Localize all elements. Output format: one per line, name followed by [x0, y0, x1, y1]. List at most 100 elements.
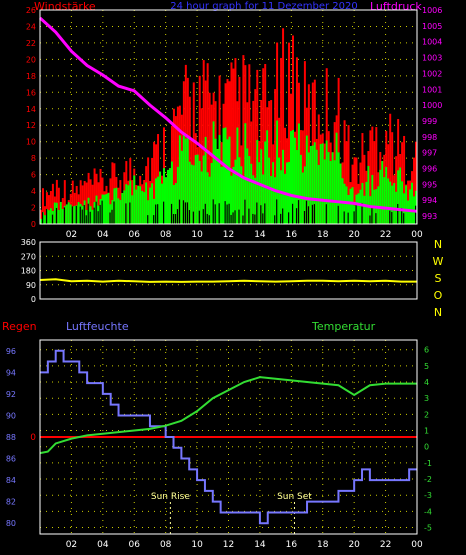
wind-max-bar — [337, 77, 340, 224]
wind-min-bar — [297, 200, 300, 224]
wind-max-bar — [57, 187, 60, 224]
humidity-tick-label: 94 — [6, 368, 16, 377]
wind-min-bar — [178, 199, 181, 224]
wind-max-bar — [45, 192, 48, 224]
wind-min-bar — [375, 213, 377, 224]
wind-avg-bar — [309, 146, 312, 224]
wind-min-bar — [147, 215, 149, 224]
wind-avg-bar — [133, 175, 136, 224]
temp-x-tick-label: 00 — [411, 540, 423, 550]
wind-avg-bar — [194, 155, 197, 224]
wind-max-bar — [274, 89, 277, 224]
wind-min-bar — [153, 215, 155, 224]
wind-avg-bar — [123, 190, 126, 224]
wind-min-bar — [228, 203, 230, 224]
direction-tick-label: 180 — [21, 267, 36, 276]
wind-avg-bar — [49, 208, 52, 224]
wind-avg-bar — [180, 150, 183, 224]
wind-avg-bar — [274, 177, 277, 224]
temp-frame — [39, 339, 418, 535]
wind-max-bar — [40, 209, 42, 224]
direction-frame — [39, 241, 418, 300]
temp-x-tick-label: 06 — [129, 540, 141, 550]
direction-tick-label: 360 — [21, 238, 36, 247]
wind-avg-bar — [367, 165, 370, 224]
temp-x-tick-label: 18 — [317, 540, 329, 550]
wind-avg-bar — [295, 150, 298, 224]
wind-max-bar — [71, 180, 74, 224]
wind-avg-bar — [246, 148, 249, 224]
wind-avg-bar — [65, 204, 68, 224]
wind-avg-bar — [214, 138, 217, 224]
wind-tick-label: 14 — [26, 105, 36, 114]
wind-avg-bar — [389, 181, 392, 224]
wind-min-bar — [262, 213, 264, 224]
wind-min-bar — [83, 205, 85, 224]
wind-avg-bar — [397, 170, 400, 224]
wind-min-bar — [226, 204, 228, 224]
wind-min-bar — [186, 202, 189, 224]
wind-min-bar — [276, 199, 278, 224]
wind-min-bar — [343, 211, 345, 224]
temp-x-tick-label: 02 — [66, 540, 77, 550]
direction-line — [39, 278, 417, 283]
pressure-tick-label: 1000 — [422, 101, 442, 110]
temperature-tick-label: -4 — [424, 507, 432, 516]
wind-min-bar — [125, 203, 127, 224]
wind-avg-bar — [200, 171, 203, 224]
wind-tick-label: 24 — [26, 22, 36, 31]
compass-label: W — [433, 255, 444, 268]
wind-avg-bar — [59, 201, 62, 224]
wind-min-bar — [192, 211, 194, 224]
pressure-tick-label: 1005 — [422, 22, 442, 31]
wind-max-bar — [63, 180, 66, 224]
pressure-tick-label: 996 — [422, 165, 437, 174]
wind-min-bar — [264, 203, 266, 224]
wind-min-bar — [274, 215, 276, 224]
wind-avg-bar — [284, 173, 287, 224]
temperature-tick-label: 6 — [424, 346, 429, 355]
wind-max-bar — [208, 92, 211, 224]
wind-min-bar — [95, 201, 97, 224]
wind-min-bar — [202, 209, 204, 224]
wind-avg-bar — [250, 163, 253, 224]
wind-max-bar — [234, 58, 237, 225]
wind-max-bar — [85, 182, 88, 224]
temperature-tick-label: 4 — [424, 378, 429, 387]
wind-avg-bar — [321, 143, 324, 224]
temperature-tick-label: -3 — [424, 491, 432, 500]
direction-axis-labels: 0 90 180 270 360 — [21, 238, 36, 304]
wind-avg-bar — [69, 204, 72, 224]
wind-min-bar — [288, 212, 290, 224]
wind-avg-bar — [405, 185, 408, 224]
humidity-tick-label: 80 — [6, 519, 16, 528]
wind-min-bar — [41, 212, 44, 224]
wind-avg-bar — [288, 161, 291, 224]
wind-avg-bar — [411, 182, 414, 224]
wind-min-bar — [198, 210, 200, 224]
wind-avg-bar — [393, 183, 396, 224]
pressure-tick-label: 1004 — [422, 38, 442, 47]
wind-avg-bar — [107, 192, 110, 224]
compass-label: N — [434, 238, 442, 251]
wind-avg-bar — [238, 157, 241, 224]
wind-avg-bar — [371, 174, 374, 224]
wind-avg-bar — [119, 200, 122, 224]
wind-min-bar — [214, 204, 216, 224]
sunrise-label: Sun Rise — [151, 492, 190, 502]
wind-avg-bar — [204, 136, 207, 224]
wind-min-bar — [230, 214, 232, 224]
temp-x-axis-labels: 02 04 06 08 10 12 14 16 18 20 22 00 — [66, 540, 423, 550]
chart-title: 24 hour graph for 11 Dezember 2020 — [170, 1, 358, 12]
temp-x-tick-label: 20 — [348, 540, 360, 550]
wind-min-bar — [307, 206, 310, 224]
wind-max-bar — [51, 183, 54, 224]
wind-min-bar — [63, 207, 66, 224]
wind-min-bar — [415, 205, 417, 224]
wind-min-bar — [184, 202, 187, 224]
wind-max-bar — [391, 132, 394, 224]
wind-max-bar — [89, 179, 92, 224]
wind-label: Windstärke — [34, 0, 96, 13]
wind-max-bar — [291, 35, 294, 225]
